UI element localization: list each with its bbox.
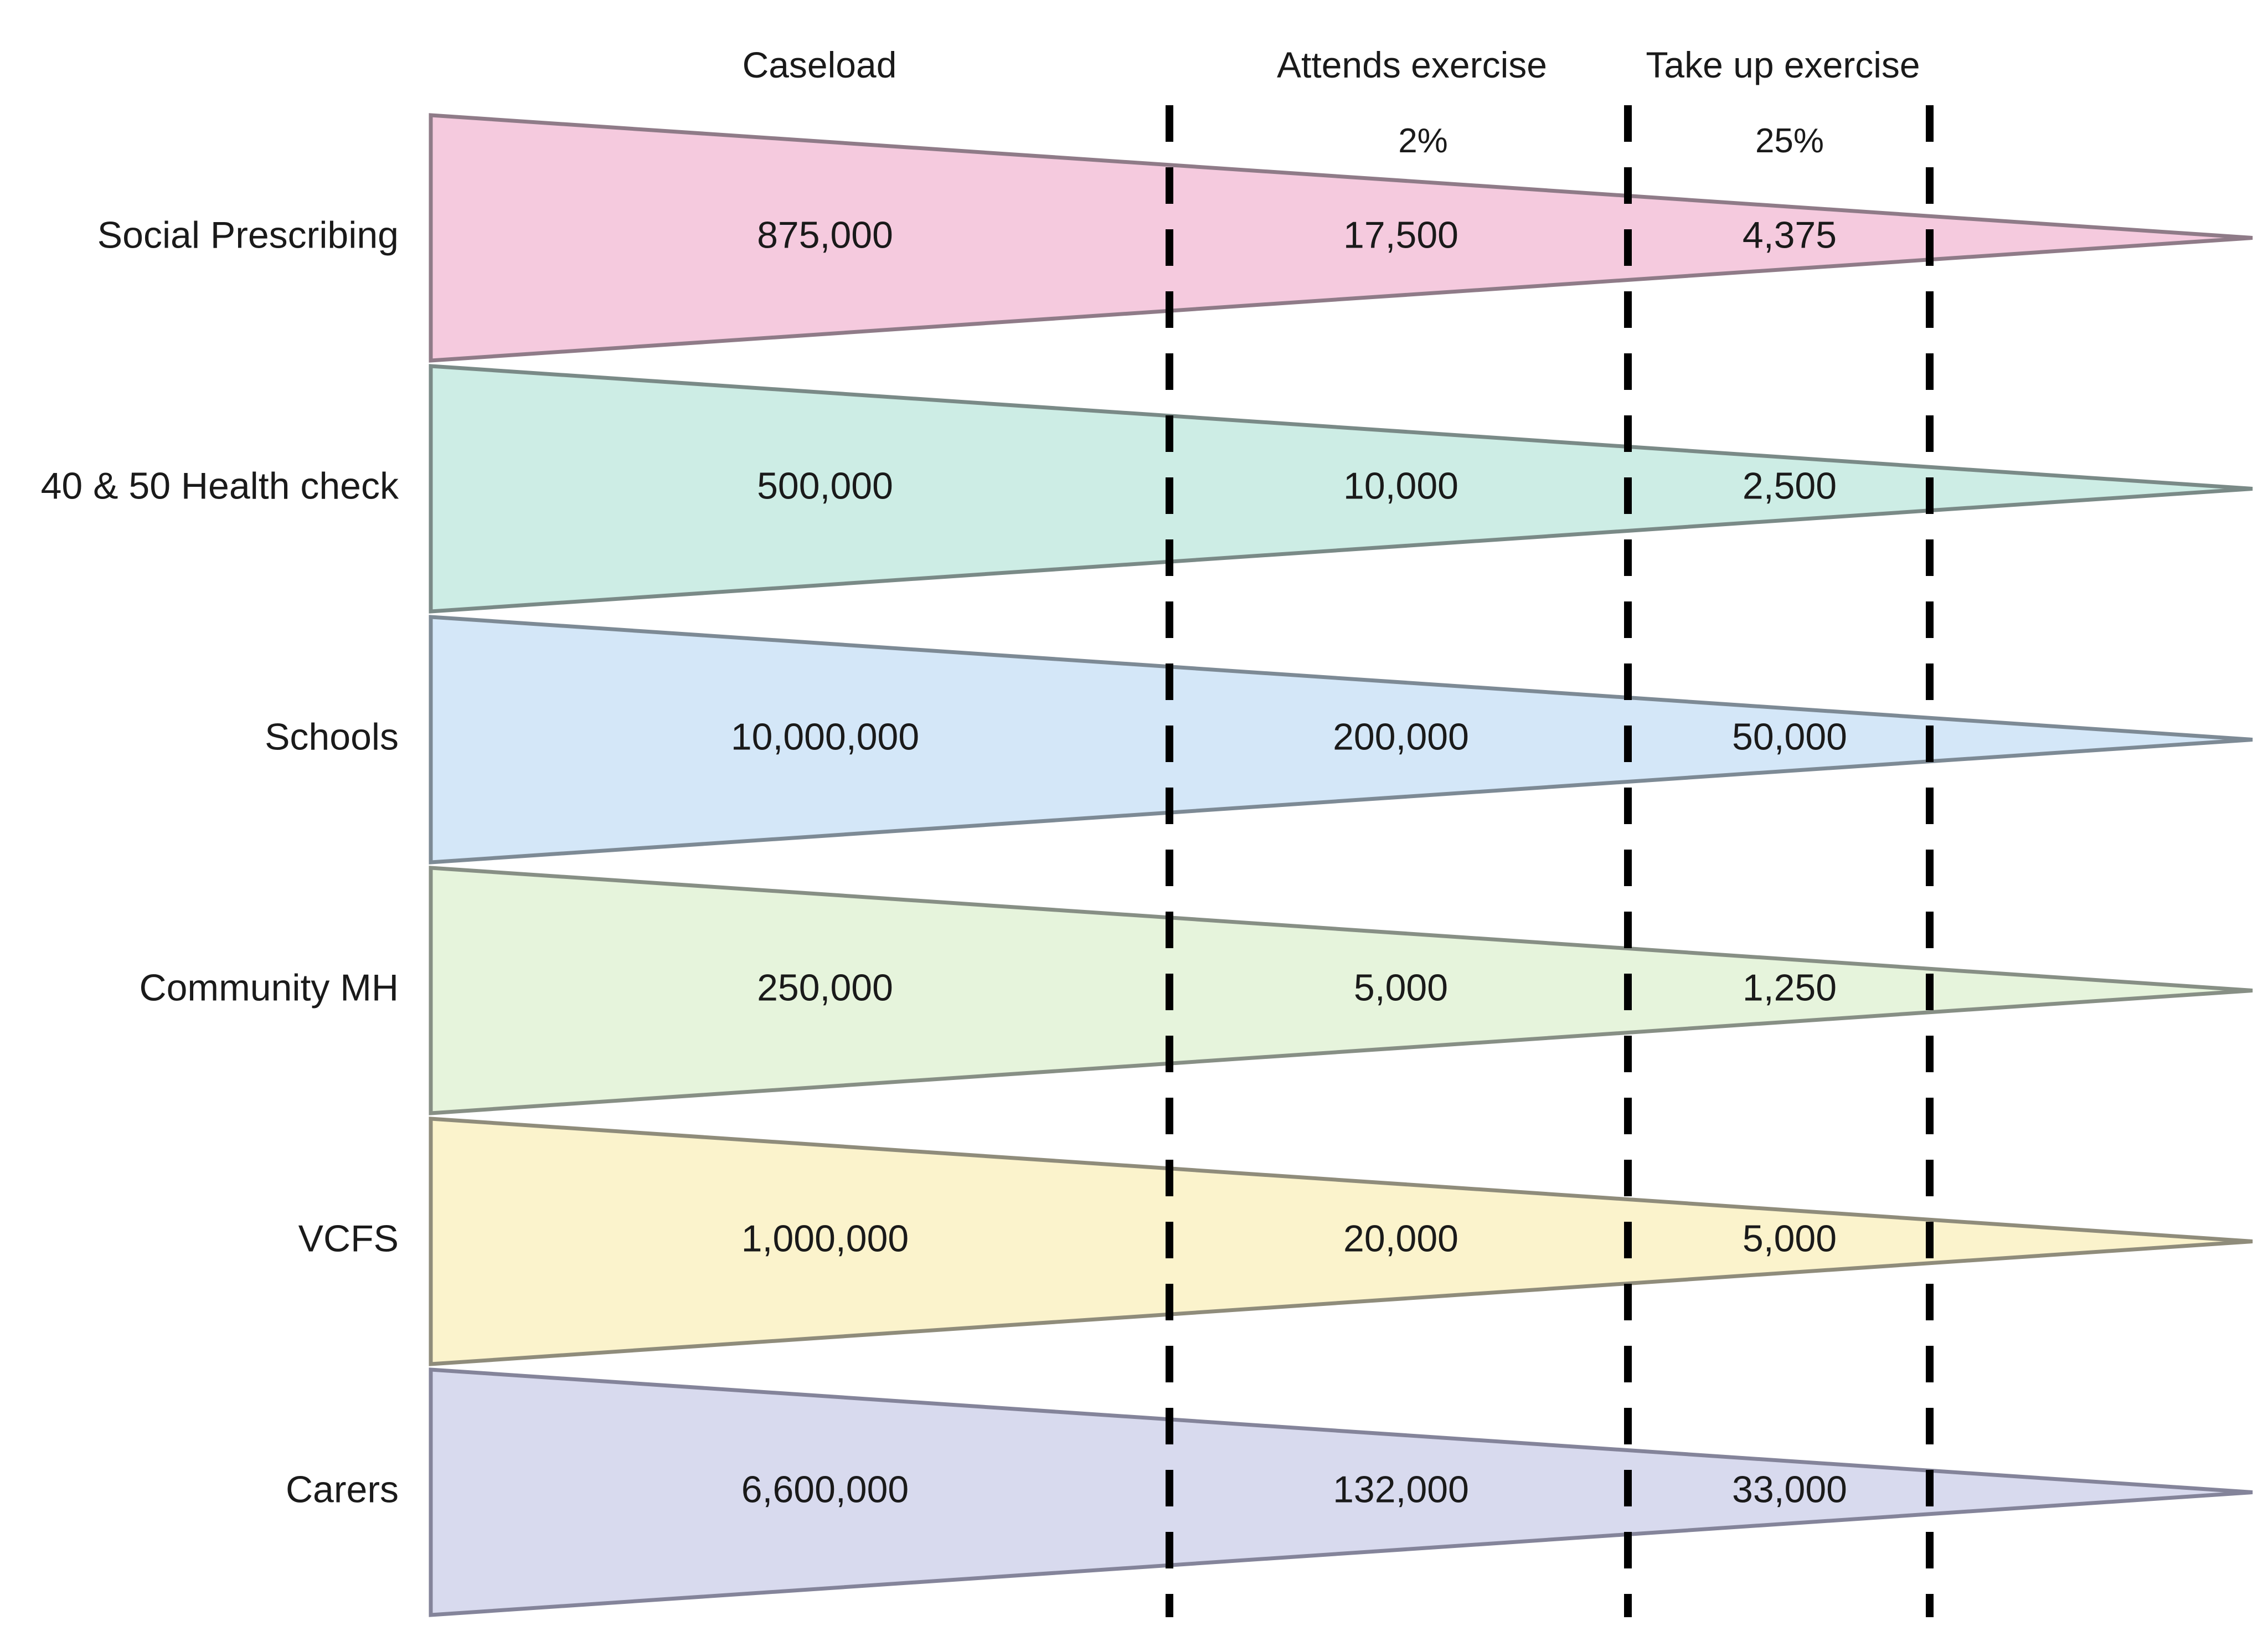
take-up-value: 4,375 [1743, 214, 1837, 256]
caseload-value: 1,000,000 [741, 1218, 909, 1260]
caseload-value: 10,000,000 [731, 716, 919, 758]
attends-value: 132,000 [1333, 1469, 1469, 1511]
funnel-wedge [429, 1117, 2253, 1366]
column-header-attends: Attends exercise [1277, 44, 1547, 85]
funnel-wedge [429, 615, 2253, 865]
wedge-layer [429, 113, 2253, 1617]
column-header-caseload: Caseload [743, 44, 897, 85]
take-up-value: 2,500 [1743, 465, 1837, 507]
rate-take-up: 25% [1755, 122, 1824, 160]
row-label: VCFS [298, 1218, 399, 1260]
row-label: Social Prescribing [97, 214, 399, 256]
funnel-wedge [429, 113, 2253, 363]
attends-value: 20,000 [1343, 1218, 1458, 1260]
funnel-wedge [429, 866, 2253, 1115]
take-up-value: 1,250 [1743, 967, 1837, 1009]
attends-value: 10,000 [1343, 465, 1458, 507]
take-up-value: 5,000 [1743, 1218, 1837, 1260]
caseload-value: 250,000 [757, 967, 893, 1009]
attends-value: 200,000 [1333, 716, 1469, 758]
row-label: Community MH [140, 967, 399, 1009]
attends-value: 5,000 [1354, 967, 1448, 1009]
row-text-layer: Social Prescribing 875,000 17,500 4,375 40 &… [41, 214, 1847, 1511]
column-header-take-up: Take up exercise [1646, 44, 1920, 85]
funnel-wedge [429, 364, 2253, 614]
funnel-wedge [429, 1367, 2253, 1617]
row-label: Schools [265, 716, 399, 758]
attends-value: 17,500 [1343, 214, 1458, 256]
caseload-value: 6,600,000 [741, 1469, 909, 1511]
row-label: 40 & 50 Health check [41, 465, 399, 507]
take-up-value: 50,000 [1732, 716, 1847, 758]
rate-attends: 2% [1398, 122, 1448, 160]
row-label: Carers [286, 1469, 399, 1511]
caseload-value: 500,000 [757, 465, 893, 507]
caseload-value: 875,000 [757, 214, 893, 256]
take-up-value: 33,000 [1732, 1469, 1847, 1511]
